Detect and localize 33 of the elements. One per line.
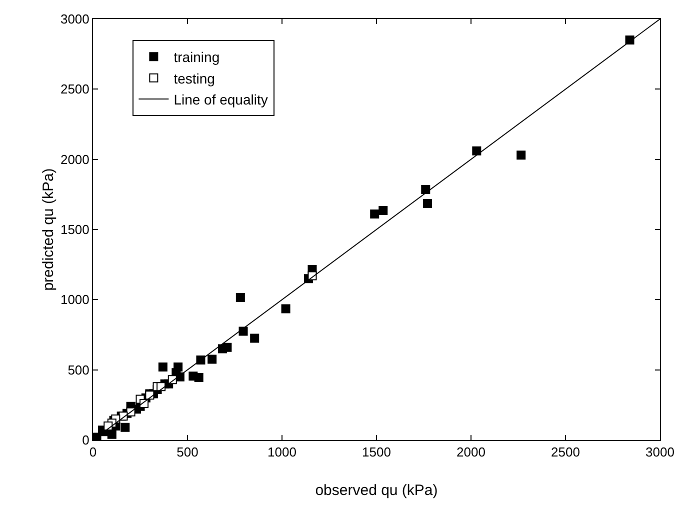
point — [370, 210, 380, 219]
x-tick-label: 1500 — [362, 444, 391, 460]
point — [421, 185, 430, 194]
y-tick-label: 500 — [68, 362, 90, 378]
x-tick-label: 2500 — [551, 444, 580, 460]
y-tick-label: 2500 — [60, 82, 90, 97]
point — [516, 150, 526, 160]
point — [194, 373, 204, 382]
point — [472, 146, 482, 156]
x-tick-label: 500 — [176, 444, 198, 460]
legend-label: Line of equality — [174, 92, 268, 108]
y-tick-label: 1000 — [60, 292, 90, 308]
point — [423, 199, 432, 208]
point — [238, 326, 248, 336]
point — [378, 206, 388, 216]
y-tick-label: 1500 — [60, 222, 90, 238]
point — [222, 342, 232, 352]
point — [281, 304, 290, 314]
legend-label: training — [174, 49, 220, 66]
point — [208, 354, 217, 364]
y-tick-label: 2000 — [60, 152, 90, 167]
y-tick-label: 0 — [82, 432, 90, 448]
point — [158, 362, 168, 372]
x-tick-label: 2000 — [456, 444, 486, 460]
point — [236, 293, 245, 302]
y-axis-title: predicted qu (kPa) — [40, 168, 57, 291]
x-tick-label: 1000 — [268, 444, 296, 460]
point — [120, 422, 130, 432]
y-tick-label: 3000 — [60, 12, 90, 27]
x-axis-title: observed qu (kPa) — [315, 482, 438, 499]
point — [250, 334, 260, 343]
legend-label: testing — [174, 70, 215, 86]
x-tick-label: 3000 — [646, 444, 674, 460]
